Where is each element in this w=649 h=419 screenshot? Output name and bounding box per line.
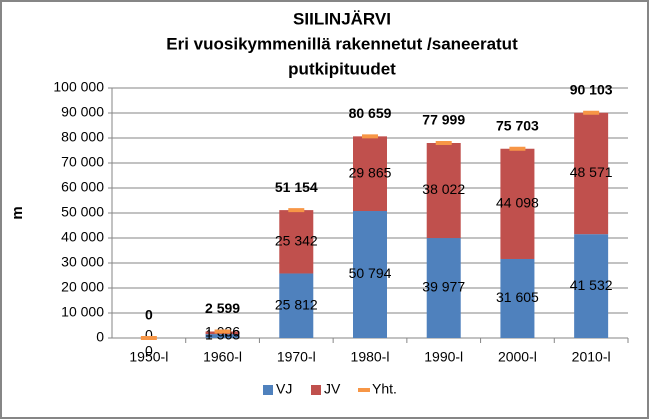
total-label: 0 [145, 307, 153, 323]
x-tick-label: 1990-l [424, 349, 463, 365]
total-label: 80 659 [349, 105, 392, 121]
bar-segment [353, 211, 387, 338]
bar-segment [353, 136, 387, 212]
value-label: 38 022 [422, 181, 465, 197]
bar-segment [279, 273, 314, 338]
value-label: 31 605 [496, 289, 539, 305]
total-label: 77 999 [422, 112, 465, 128]
value-label: 48 571 [570, 164, 613, 180]
total-label: 90 103 [570, 81, 613, 97]
value-label: 25 342 [275, 232, 318, 248]
y-tick-label: 100 000 [53, 79, 104, 95]
legend-label: VJ [276, 381, 292, 397]
legend-label: Yht. [372, 381, 397, 397]
total-label: 2 599 [205, 300, 240, 316]
x-tick-label: 1970-l [277, 349, 316, 365]
y-tick-label: 60 000 [61, 179, 104, 195]
value-label: 0 [145, 327, 153, 343]
y-tick-label: 0 [96, 329, 104, 345]
legend-swatch [263, 385, 273, 395]
bar-segment [500, 258, 535, 338]
y-tick-label: 70 000 [61, 154, 104, 170]
bar-segment [426, 238, 461, 338]
y-tick-label: 80 000 [61, 129, 104, 145]
bar-segment [574, 112, 609, 235]
x-tick-label: 1950-l [129, 349, 168, 365]
y-axis-label: m [9, 206, 26, 219]
bar-segment [205, 334, 240, 338]
value-label: 29 865 [349, 164, 392, 180]
chart-title: putkipituudet [288, 59, 396, 78]
value-label: 25 812 [275, 296, 318, 312]
total-label: 75 703 [496, 117, 539, 133]
y-tick-label: 90 000 [61, 104, 104, 120]
legend-swatch [311, 385, 321, 395]
chart-title: SIILINJÄRVI [293, 9, 391, 28]
bar-segment [574, 234, 609, 338]
y-tick-label: 50 000 [61, 204, 104, 220]
value-label: 41 532 [570, 277, 613, 293]
y-tick-label: 40 000 [61, 229, 104, 245]
x-tick-label: 2010-l [572, 349, 611, 365]
x-tick-label: 2000-l [498, 349, 537, 365]
value-label: 39 977 [422, 279, 465, 295]
value-label: 44 098 [496, 195, 539, 211]
total-label: 51 154 [275, 179, 318, 195]
chart-title: Eri vuosikymmenillä rakennetut /saneerat… [166, 34, 518, 53]
value-label: 1 563 [205, 327, 240, 343]
bar-segment [500, 148, 535, 259]
y-tick-label: 10 000 [61, 304, 104, 320]
bar-segment [426, 143, 461, 239]
bar-segment [279, 210, 314, 274]
legend-label: JV [324, 381, 341, 397]
y-tick-label: 20 000 [61, 279, 104, 295]
y-tick-label: 30 000 [61, 254, 104, 270]
x-tick-label: 1960-l [203, 349, 242, 365]
value-label: 50 794 [349, 265, 392, 281]
value-label: 0 [145, 343, 153, 359]
x-tick-label: 1980-l [351, 349, 390, 365]
